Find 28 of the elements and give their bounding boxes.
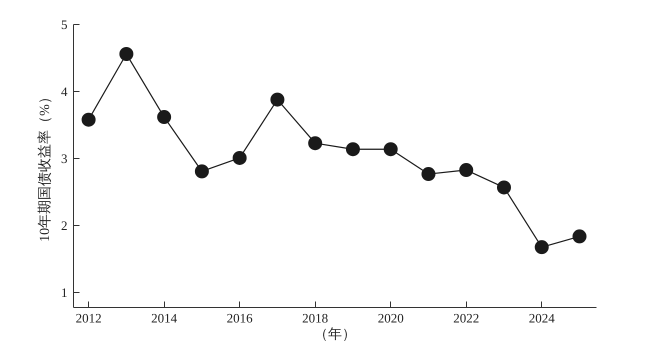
point <box>232 150 247 165</box>
x-tick-label: 2012 <box>76 310 102 326</box>
y-tick-label: 1 <box>61 285 68 300</box>
point <box>308 136 322 150</box>
point <box>421 167 436 182</box>
point <box>157 110 172 124</box>
y-tick-label: 4 <box>61 84 68 100</box>
x-tick-label: 2024 <box>528 310 556 326</box>
point <box>384 142 398 156</box>
point <box>82 112 96 127</box>
point <box>572 229 587 244</box>
x-axis-title: （年） <box>314 326 356 342</box>
point <box>496 180 511 194</box>
x-tick-label: 2018 <box>302 310 328 326</box>
x-tick-label: 2020 <box>378 310 404 326</box>
x-tick-label: 2014 <box>151 310 178 326</box>
point <box>534 240 549 254</box>
y-axis-title: 10年期国债收益率（%） <box>37 90 53 242</box>
point <box>270 92 284 107</box>
y-tick-label: 2 <box>61 218 68 234</box>
point <box>346 142 360 156</box>
x-tick-label: 2022 <box>453 310 480 326</box>
point <box>459 163 474 178</box>
y-tick-label: 5 <box>61 17 68 32</box>
point <box>119 47 134 61</box>
point <box>194 164 209 178</box>
x-tick-label: 2016 <box>226 310 254 326</box>
y-tick-label: 3 <box>61 151 68 166</box>
